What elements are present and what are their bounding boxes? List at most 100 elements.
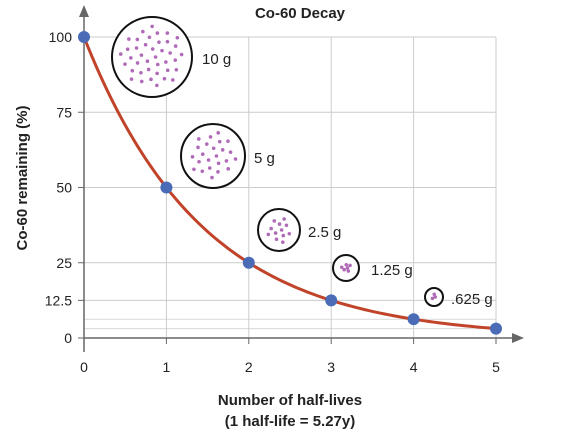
atom-dot	[147, 35, 152, 40]
atom-dot	[139, 79, 144, 84]
atom-dot	[192, 167, 196, 172]
atom-dot	[266, 232, 271, 237]
sample-circle	[111, 16, 193, 98]
grid-lines	[84, 36, 497, 338]
decay-curve	[82, 36, 497, 331]
mass-label: .625 g	[451, 291, 493, 308]
atom-dot	[179, 52, 184, 57]
atom-dot	[207, 166, 212, 170]
x-tick-label: 5	[492, 359, 500, 375]
x-tick-label: 3	[327, 359, 335, 375]
y-tick-label: 12.5	[45, 292, 72, 308]
atom-dot	[226, 167, 231, 171]
sample-circle-group: 10 g	[111, 16, 231, 98]
chart-title: Co-60 Decay	[255, 5, 346, 22]
atom-dot	[150, 24, 154, 29]
atom-dot	[139, 53, 144, 57]
atom-dot	[217, 139, 222, 144]
atom-dot	[216, 161, 221, 166]
atom-dot	[287, 231, 292, 236]
atom-dot	[196, 137, 201, 141]
atom-dot	[339, 265, 344, 270]
atom-dot	[200, 152, 205, 156]
atom-dot	[168, 51, 172, 55]
atom-dot	[153, 55, 158, 59]
atom-dot	[281, 233, 286, 238]
decay-line	[82, 36, 497, 331]
x-tick-label: 0	[80, 359, 88, 375]
atom-dot	[130, 68, 135, 73]
atom-dot	[155, 83, 159, 88]
atom-dot	[123, 62, 127, 66]
atom-dot	[282, 217, 286, 221]
atom-dot	[129, 56, 133, 60]
atom-dot	[155, 62, 160, 67]
atom-dot	[211, 146, 216, 151]
atom-dot	[160, 48, 164, 53]
data-point	[490, 322, 502, 335]
atom-dot	[171, 78, 175, 82]
y-tick-label: 0	[64, 330, 72, 346]
x-tick-label: 2	[245, 359, 253, 375]
atom-dot	[272, 219, 277, 223]
atom-dot	[173, 44, 178, 48]
x-tick-label: 4	[410, 359, 418, 375]
mass-label: 1.25 g	[371, 262, 413, 279]
atom-dot	[208, 135, 213, 139]
data-point	[78, 31, 90, 43]
data-points	[78, 31, 502, 335]
atom-dot	[345, 266, 350, 270]
atom-dot	[344, 262, 349, 267]
atom-dot	[129, 77, 134, 81]
atom-dot	[173, 58, 178, 62]
y-tick-label: 50	[56, 180, 72, 196]
x-axis-label-line2: (1 half-life = 5.27y)	[225, 413, 355, 430]
atom-dot	[143, 42, 148, 47]
atom-dot	[216, 131, 221, 135]
mass-label: 10 g	[202, 51, 231, 68]
atom-dot	[205, 142, 209, 146]
sample-circle-group: 5 g	[180, 123, 275, 189]
sample-circle-group: 2.5 g	[257, 208, 341, 252]
atom-dot	[433, 295, 438, 299]
atom-dot	[346, 269, 351, 273]
data-point	[160, 181, 173, 194]
mass-label: 2.5 g	[308, 224, 341, 241]
mass-label: 5 g	[254, 150, 275, 167]
y-tick-label: 25	[56, 255, 72, 271]
atom-dot	[220, 148, 225, 152]
sample-circles: 10 g 5 g 2.5 g 1.25 g .625 g	[111, 16, 493, 308]
atom-dot	[206, 158, 211, 162]
atom-dot	[284, 223, 289, 228]
atom-dot	[165, 39, 170, 44]
atom-dot	[175, 35, 180, 40]
atom-dot	[432, 292, 437, 297]
data-point	[407, 313, 420, 326]
atom-dot	[214, 154, 219, 158]
atom-dot	[224, 159, 229, 163]
atom-dot	[118, 52, 123, 56]
atom-dot	[233, 157, 238, 161]
x-axis-label-line1: Number of half-lives	[218, 392, 362, 409]
atom-dot	[165, 31, 170, 35]
atom-dot	[141, 29, 145, 34]
atom-dot	[269, 226, 273, 231]
atom-dot	[197, 159, 201, 164]
atom-dot	[155, 31, 160, 35]
sample-circle-group: .625 g	[424, 287, 493, 308]
y-axis-label: Co-60 remaining (%)	[14, 105, 31, 250]
atom-dot	[157, 40, 161, 44]
tick-labels: 0 12.5 25 50 75 100 0 1 2 3 4 5	[45, 29, 500, 375]
atom-dot	[279, 228, 284, 232]
atom-dot	[277, 222, 282, 226]
atom-dot	[342, 267, 346, 272]
atom-dot	[149, 77, 153, 82]
y-axis-arrow	[79, 5, 89, 17]
x-tick-label: 1	[163, 359, 171, 375]
atom-dot	[273, 231, 278, 235]
sample-circle	[257, 208, 301, 252]
atom-dot	[150, 47, 155, 51]
atom-dot	[348, 263, 352, 268]
atom-dot	[125, 47, 130, 52]
